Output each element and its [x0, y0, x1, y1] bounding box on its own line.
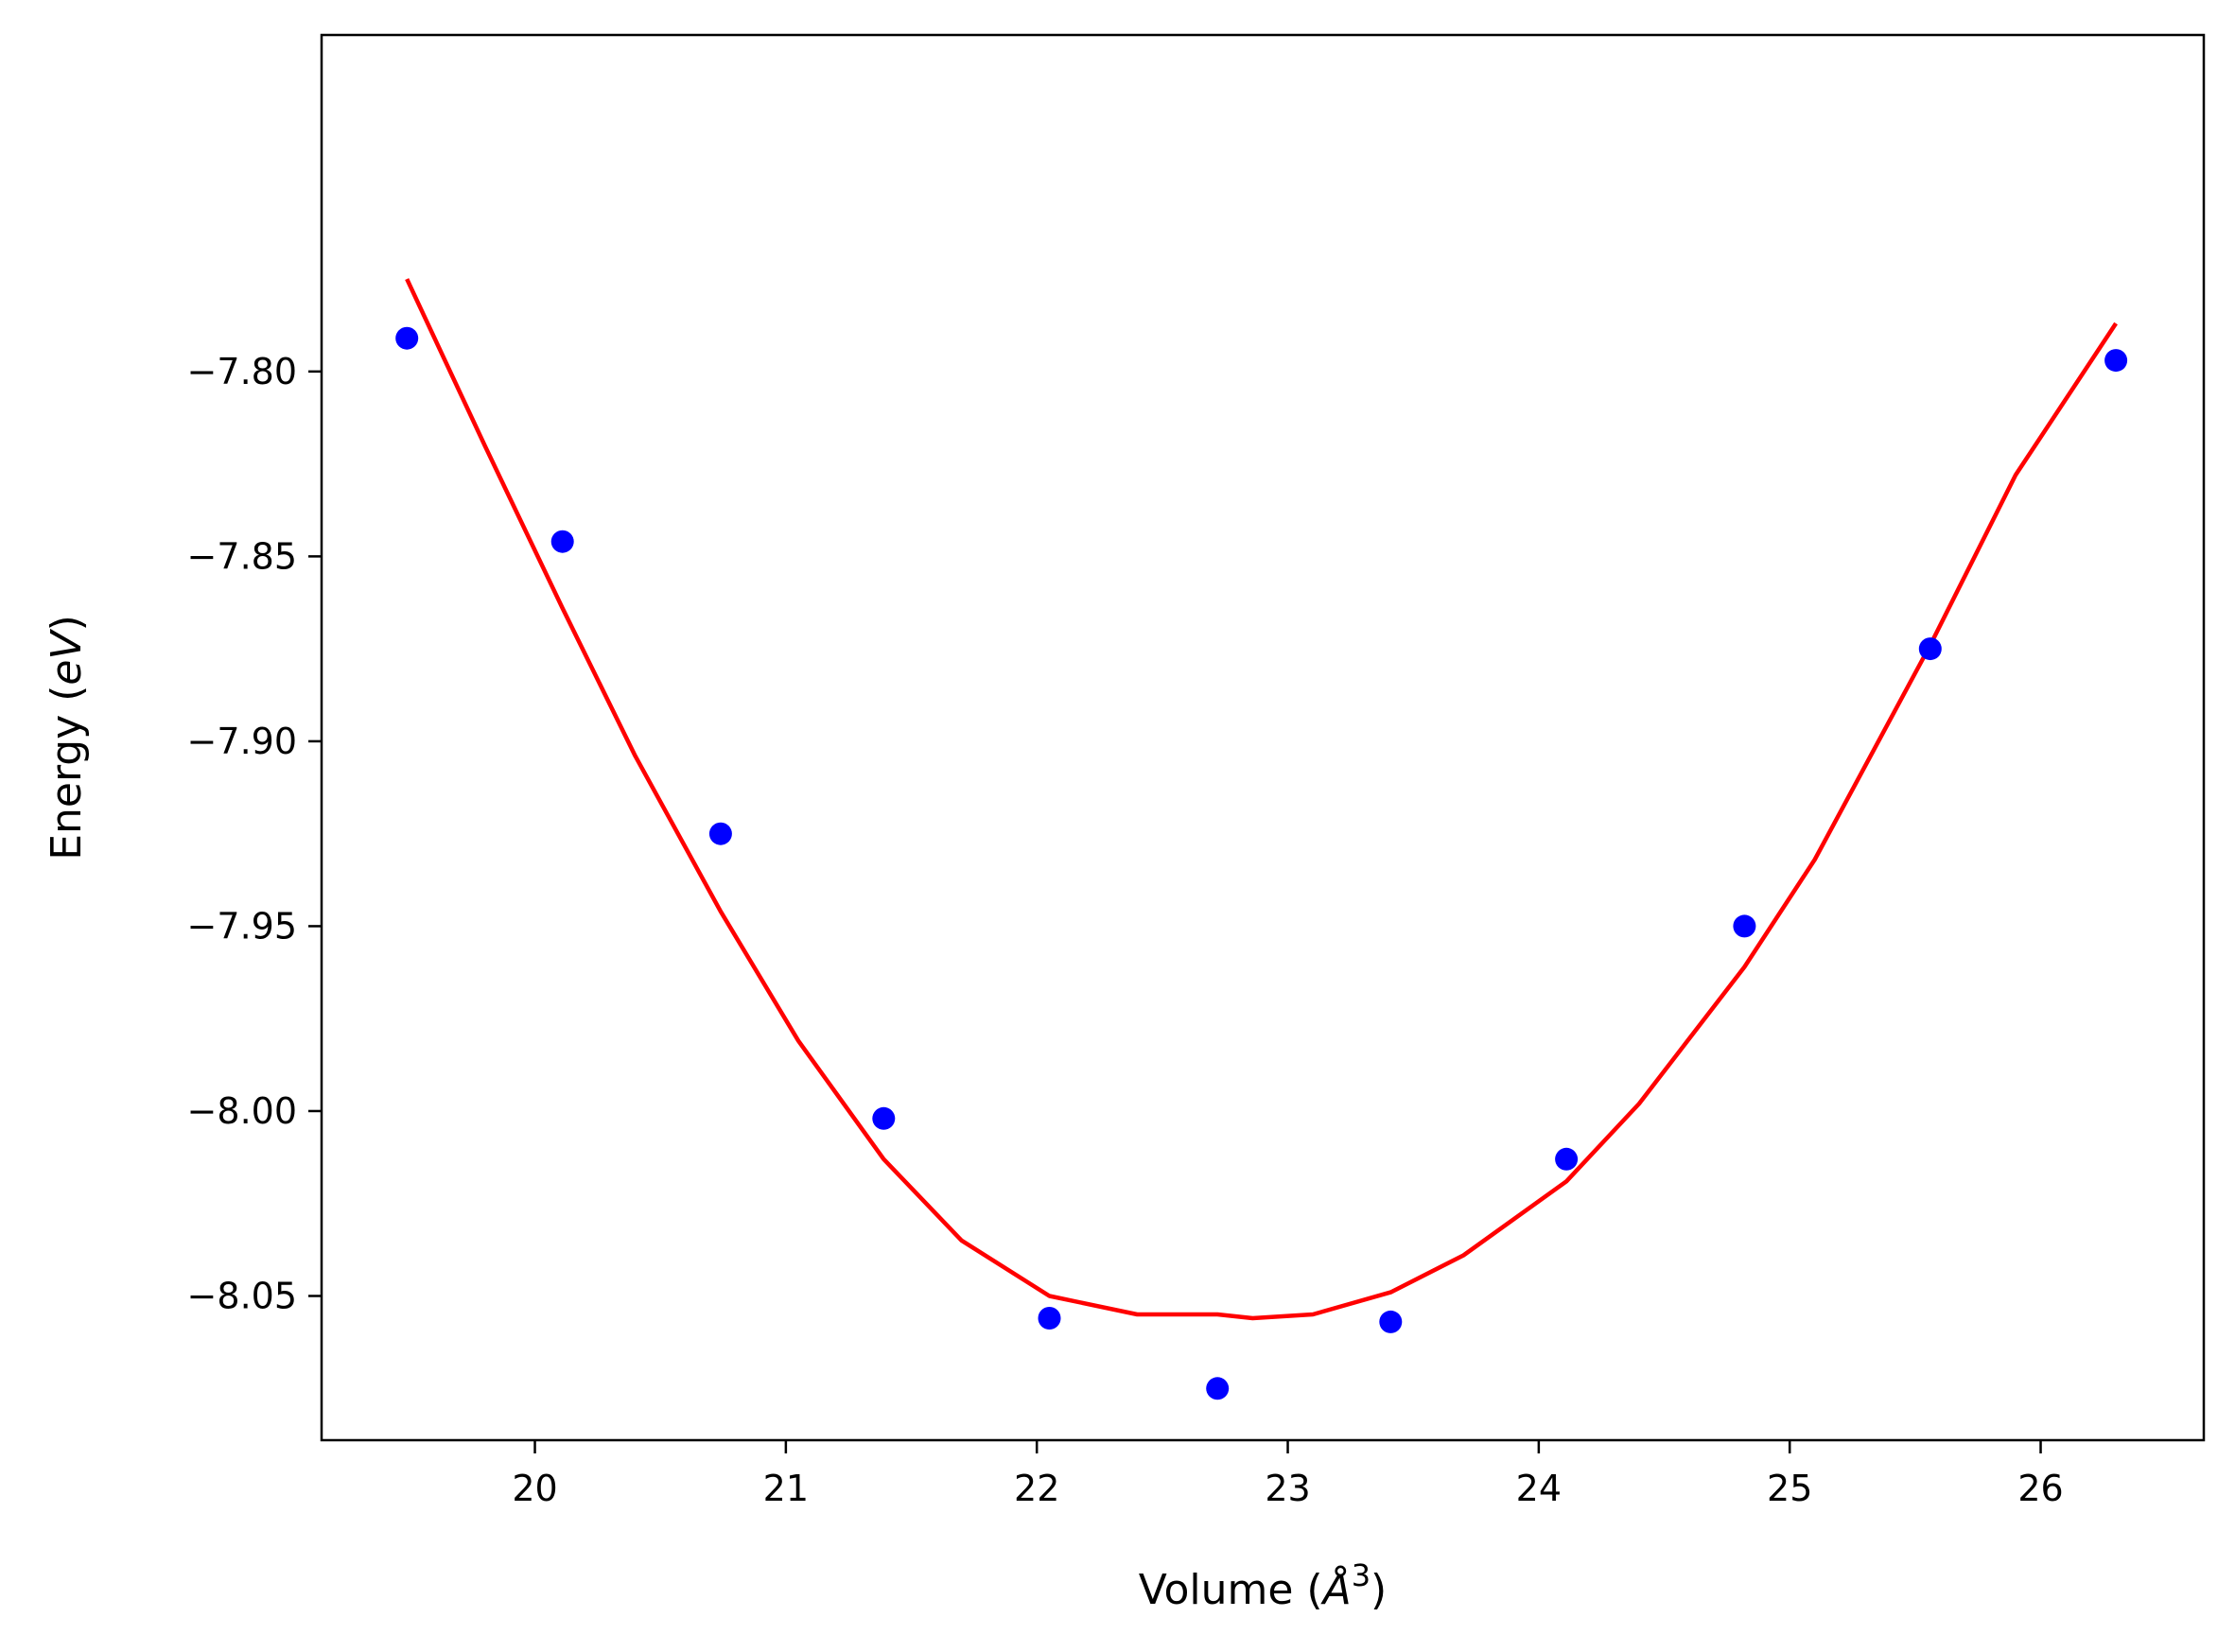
fit-curve-layer [405, 278, 2118, 1321]
x-axis-label: Volume (Å3) [1139, 1557, 1387, 1614]
data-point [1038, 1307, 1061, 1330]
data-points-layer [395, 326, 2128, 1400]
x-tick-label: 24 [1516, 1468, 1562, 1509]
x-tick-label: 25 [1767, 1468, 1812, 1509]
data-point [395, 326, 419, 350]
y-tick-label: −7.80 [187, 351, 297, 392]
data-point [2104, 349, 2128, 373]
y-tick-label: −8.05 [187, 1275, 297, 1316]
data-point [1918, 637, 1942, 661]
y-tick-label: −7.95 [187, 905, 297, 947]
y-axis-label: Energy (eV) [43, 615, 91, 861]
y-tick-label: −8.00 [187, 1090, 297, 1132]
data-point [1555, 1147, 1579, 1171]
x-tick-label: 26 [2017, 1468, 2063, 1509]
data-point [708, 822, 732, 845]
fit-curve [405, 278, 2118, 1321]
data-point [872, 1106, 896, 1130]
plot-frame [320, 33, 2206, 1442]
data-point [1379, 1310, 1403, 1333]
y-axis: −7.80 −7.85 −7.90 −7.95 −8.00 −8.05 [187, 351, 322, 1316]
x-tick-label: 22 [1014, 1468, 1059, 1509]
data-point [1733, 914, 1756, 938]
data-point [550, 530, 574, 553]
x-axis: 20 21 22 23 24 25 26 [512, 1440, 2064, 1509]
x-tick-label: 21 [763, 1468, 809, 1509]
data-point [1206, 1377, 1230, 1400]
x-tick-label: 23 [1265, 1468, 1310, 1509]
y-tick-label: −7.90 [187, 721, 297, 762]
x-tick-label: 20 [512, 1468, 557, 1509]
y-tick-label: −7.85 [187, 535, 297, 577]
